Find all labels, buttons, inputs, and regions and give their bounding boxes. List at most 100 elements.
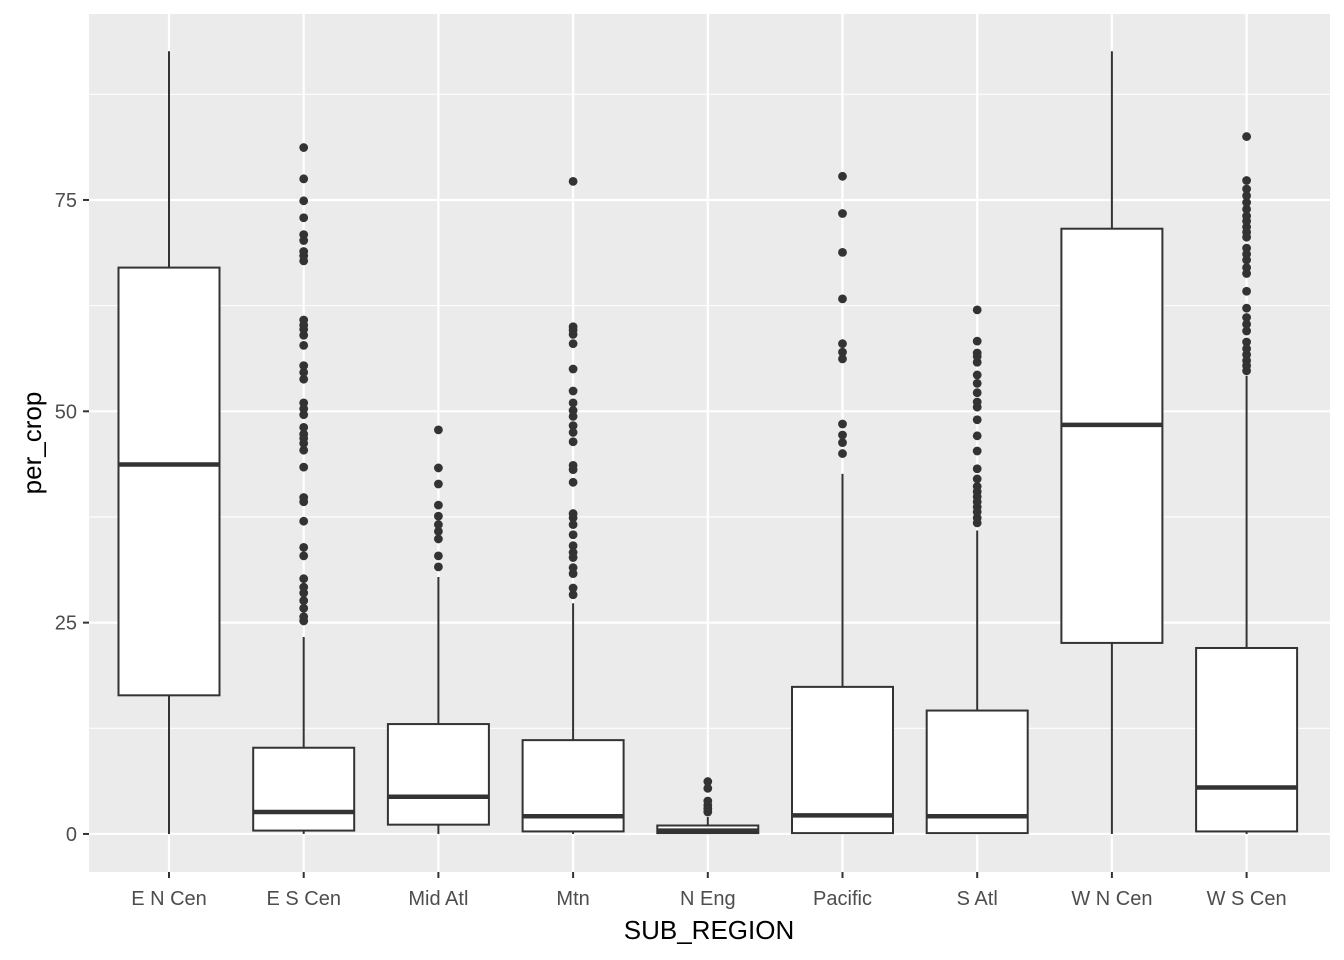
outlier-point	[568, 583, 578, 593]
box-group-0	[117, 51, 221, 834]
iqr-box	[252, 746, 356, 832]
outlier-point	[299, 340, 309, 350]
x-tick-label-5: Pacific	[813, 888, 872, 910]
outlier-point	[434, 562, 443, 572]
outlier-point	[1242, 191, 1251, 201]
outlier-point	[299, 174, 309, 184]
outlier-point	[299, 368, 309, 377]
outlier-point	[838, 209, 847, 218]
outlier-point	[972, 431, 982, 441]
outlier-point	[299, 247, 309, 256]
outlier-point	[972, 415, 982, 425]
outlier-point	[568, 398, 578, 408]
outlier-point	[299, 603, 309, 613]
outlier-point	[434, 425, 443, 435]
outlier-point	[703, 777, 713, 786]
y-axis: 0 25 50 75	[55, 190, 89, 846]
box-group-8	[1195, 132, 1299, 834]
outlier-point	[1242, 211, 1251, 221]
outlier-point	[838, 354, 847, 364]
x-tick-label-4: N Eng	[680, 888, 736, 910]
outlier-point	[299, 422, 309, 432]
outlier-point	[568, 176, 578, 186]
outlier-point	[972, 464, 982, 474]
box-group-7	[1060, 51, 1164, 834]
y-tick-label-50: 50	[55, 401, 77, 423]
outlier-point	[568, 563, 578, 573]
outlier-point	[1242, 263, 1251, 272]
outlier-point	[568, 364, 578, 374]
x-tick-label-2: Mid Atl	[408, 888, 468, 910]
outlier-point	[299, 574, 309, 584]
outlier-point	[972, 474, 982, 484]
outlier-point	[838, 347, 847, 357]
box-group-6	[925, 305, 1029, 835]
outlier-point	[299, 596, 309, 606]
outlier-point	[838, 294, 847, 304]
outlier-point	[972, 482, 982, 491]
outlier-point	[299, 315, 309, 325]
outlier-point	[972, 305, 982, 315]
x-tick-label-6: S Atl	[957, 888, 998, 910]
outlier-point	[703, 796, 713, 806]
outlier-point	[838, 171, 847, 181]
outlier-point	[972, 397, 982, 407]
outlier-point	[1242, 204, 1251, 214]
outlier-point	[434, 500, 443, 510]
outlier-point	[568, 339, 578, 349]
outlier-point	[299, 429, 309, 439]
box-group-3	[521, 176, 625, 834]
outlier-point	[434, 463, 443, 473]
outlier-point	[568, 548, 578, 557]
outlier-point	[838, 339, 847, 349]
outlier-point	[299, 516, 309, 526]
x-tick-label-8: W S Cen	[1207, 888, 1287, 910]
outlier-point	[299, 143, 309, 152]
outlier-point	[838, 247, 847, 257]
outlier-point	[568, 461, 578, 470]
outlier-point	[568, 520, 578, 529]
outlier-point	[434, 520, 443, 529]
outlier-point	[838, 419, 847, 429]
boxes-layer	[117, 51, 1299, 835]
outlier-point	[299, 542, 309, 552]
outlier-point	[1242, 132, 1251, 141]
iqr-box	[925, 709, 1029, 835]
iqr-box	[1195, 646, 1299, 833]
outlier-point	[1242, 198, 1251, 207]
box-group-5	[791, 171, 894, 835]
outlier-point	[568, 406, 578, 415]
outlier-point	[972, 336, 982, 346]
outlier-point	[568, 322, 578, 332]
outlier-point	[299, 196, 309, 206]
outlier-point	[1242, 286, 1251, 296]
x-tick-label-1: E S Cen	[266, 888, 340, 910]
outlier-point	[299, 462, 309, 472]
outlier-point	[568, 530, 578, 540]
outlier-point	[434, 479, 443, 489]
y-axis-title: per_crop	[17, 392, 47, 495]
x-tick-label-7: W N Cen	[1071, 888, 1152, 910]
outlier-point	[972, 348, 982, 358]
outlier-point	[299, 493, 309, 502]
box-group-4	[656, 777, 760, 835]
outlier-point	[1242, 184, 1251, 194]
outlier-point	[299, 445, 309, 455]
iqr-box	[386, 723, 490, 826]
outlier-point	[299, 361, 309, 371]
outlier-point	[1242, 319, 1251, 329]
outlier-point	[299, 230, 309, 240]
outlier-point	[299, 612, 309, 622]
outlier-point	[972, 379, 982, 388]
outlier-point	[972, 446, 982, 456]
x-axis-title: SUB_REGION	[624, 915, 795, 945]
outlier-point	[972, 370, 982, 380]
outlier-point	[1242, 313, 1251, 322]
iqr-box	[1060, 227, 1164, 644]
outlier-point	[568, 509, 578, 518]
x-tick-label-3: Mtn	[556, 888, 589, 910]
outlier-point	[434, 534, 443, 544]
outlier-point	[434, 511, 443, 521]
outlier-point	[299, 551, 309, 561]
